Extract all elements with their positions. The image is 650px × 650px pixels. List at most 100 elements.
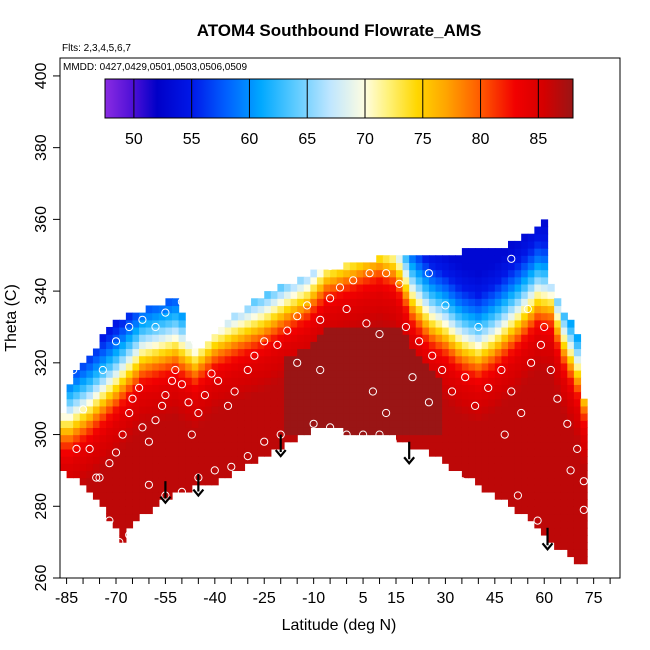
heatmap-cell	[73, 391, 81, 400]
heatmap-cell	[257, 298, 265, 307]
heatmap-cell	[112, 456, 120, 464]
heatmap-cell	[508, 448, 516, 457]
heatmap-cell	[376, 420, 384, 428]
heatmap-cell	[547, 377, 555, 385]
heatmap-cell	[567, 391, 575, 400]
heatmap-cell	[257, 441, 265, 450]
heatmap-cell	[363, 370, 371, 378]
heatmap-cell	[501, 326, 509, 335]
heatmap-cell	[152, 348, 160, 357]
heatmap-cell	[363, 398, 371, 407]
heatmap-cell	[567, 413, 575, 421]
heatmap-cell	[185, 398, 193, 407]
heatmap-cell	[92, 377, 101, 385]
heatmap-cell	[521, 477, 529, 486]
data-point	[69, 365, 78, 375]
heatmap-cell	[448, 355, 456, 364]
heatmap-cell	[343, 398, 351, 407]
heatmap-cell	[494, 312, 503, 321]
heatmap-cell	[363, 291, 371, 299]
heatmap-cell	[396, 355, 404, 364]
heatmap-cell	[92, 398, 101, 407]
heatmap-cell	[514, 391, 522, 400]
heatmap-cell	[521, 276, 529, 285]
heatmap-cell	[172, 413, 180, 421]
heatmap-cell	[178, 448, 186, 457]
heatmap-cell	[428, 276, 437, 285]
heatmap-cell	[475, 391, 483, 400]
heatmap-cell	[534, 370, 542, 378]
heatmap-cell	[237, 456, 246, 464]
heatmap-cell	[264, 341, 272, 350]
heatmap-cell	[501, 420, 509, 428]
heatmap-cell	[573, 405, 582, 414]
heatmap-cell	[567, 427, 575, 436]
heatmap-cell	[231, 377, 239, 385]
heatmap-cell	[540, 484, 549, 493]
x-tick-label--10: -10	[302, 590, 325, 607]
heatmap-cell	[376, 413, 384, 421]
heatmap-cell	[442, 370, 450, 378]
heatmap-cell	[488, 413, 496, 421]
heatmap-cell	[580, 484, 588, 493]
heatmap-cell	[277, 384, 285, 393]
heatmap-cell	[264, 384, 272, 393]
heatmap-cell	[198, 362, 206, 371]
data-point	[375, 330, 384, 339]
heatmap-cell	[191, 398, 199, 407]
heatmap-cell	[369, 291, 377, 299]
heatmap-cell	[277, 398, 285, 407]
heatmap-cell	[356, 276, 364, 285]
heatmap-cell	[369, 427, 377, 436]
heatmap-cell	[336, 276, 344, 285]
x-axis-label: Latitude (deg N)	[282, 617, 397, 634]
heatmap-cell	[330, 370, 338, 378]
heatmap-cell	[284, 413, 292, 421]
heatmap-cell	[99, 499, 107, 507]
heatmap-cell	[475, 298, 483, 307]
data-point	[424, 269, 433, 278]
heatmap-cell	[92, 413, 101, 421]
heatmap-cell	[475, 269, 483, 278]
heatmap-cell	[415, 269, 423, 278]
heatmap-cell	[534, 240, 542, 249]
heatmap-cell	[99, 434, 107, 443]
heatmap-cell	[554, 491, 562, 500]
heatmap-cell	[382, 283, 391, 292]
heatmap-cell	[435, 255, 443, 264]
heatmap-cell	[119, 441, 127, 450]
heatmap-cell	[422, 326, 430, 335]
heatmap-cell	[336, 283, 344, 292]
heatmap-cell	[547, 413, 555, 421]
heatmap-cell	[527, 427, 535, 436]
heatmap-cell	[508, 434, 516, 443]
heatmap-cell	[132, 499, 140, 507]
heatmap-cell	[540, 527, 549, 536]
heatmap-cell	[145, 463, 153, 472]
heatmap-cell	[501, 370, 509, 378]
heatmap-cell	[547, 463, 555, 472]
heatmap-cell	[396, 420, 404, 428]
data-point	[72, 444, 81, 453]
heatmap-cell	[382, 370, 391, 378]
heatmap-cell	[139, 362, 147, 371]
heatmap-cell	[264, 434, 272, 443]
heatmap-cell	[172, 348, 180, 357]
heatmap-cell	[356, 413, 364, 421]
heatmap-cell	[468, 312, 476, 321]
heatmap-cell	[73, 434, 81, 443]
data-point	[563, 419, 572, 428]
heatmap-cell	[494, 291, 503, 299]
heatmap-cell	[461, 420, 470, 428]
heatmap-cell	[165, 456, 173, 464]
heatmap-cell	[343, 276, 351, 285]
data-point	[187, 430, 196, 439]
heatmap-cell	[448, 283, 456, 292]
heatmap-cell	[540, 269, 549, 278]
heatmap-cell	[415, 319, 423, 328]
heatmap-cell	[402, 391, 410, 400]
heatmap-cell	[106, 420, 114, 428]
heatmap-cell	[527, 269, 535, 278]
heatmap-cell	[251, 298, 259, 307]
